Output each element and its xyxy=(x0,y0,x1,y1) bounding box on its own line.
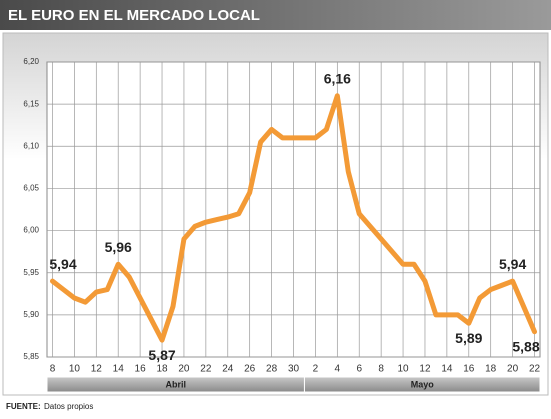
x-tick-label: 8 xyxy=(50,364,56,375)
x-tick-label: 12 xyxy=(419,364,431,375)
y-tick-label: 5,95 xyxy=(23,268,39,277)
x-tick-label: 30 xyxy=(288,364,300,375)
x-tick-label: 10 xyxy=(69,364,81,375)
month-label: Mayo xyxy=(411,379,435,389)
x-tick-label: 14 xyxy=(113,364,125,375)
x-tick-label: 12 xyxy=(91,364,103,375)
chart-title: EL EURO EN EL MERCADO LOCAL xyxy=(8,7,260,24)
value-label: 5,87 xyxy=(148,347,175,363)
x-tick-label: 4 xyxy=(335,364,341,375)
y-tick-label: 5,90 xyxy=(23,310,39,319)
x-tick-label: 20 xyxy=(178,364,190,375)
value-label: 5,94 xyxy=(499,256,526,272)
x-tick-label: 10 xyxy=(397,364,409,375)
source: Datos propios xyxy=(44,402,93,411)
value-label: 5,96 xyxy=(105,239,132,255)
x-tick-label: 28 xyxy=(266,364,278,375)
x-tick-label: 16 xyxy=(463,364,475,375)
x-tick-label: 14 xyxy=(441,364,453,375)
y-tick-label: 5,85 xyxy=(23,352,39,361)
x-tick-label: 8 xyxy=(378,364,384,375)
x-tick-label: 18 xyxy=(485,364,497,375)
line xyxy=(49,93,538,343)
x-tick-label: 24 xyxy=(222,364,234,375)
y-tick-label: 6,15 xyxy=(23,99,39,108)
value-label: 5,89 xyxy=(455,330,482,346)
title-bar xyxy=(0,0,551,30)
x-tick-label: 18 xyxy=(156,364,168,375)
month-bar xyxy=(303,376,541,393)
y-tick-label: 6,05 xyxy=(23,184,39,193)
x-tick-label: 26 xyxy=(244,364,256,375)
value-label: 5,94 xyxy=(49,256,76,272)
x-tick-label: 22 xyxy=(529,364,541,375)
x-tick-label: 22 xyxy=(200,364,212,375)
x-tick-label: 2 xyxy=(313,364,319,375)
y-tick-label: 6,20 xyxy=(23,57,39,66)
x-tick-label: 20 xyxy=(507,364,519,375)
y-tick-label: 6,00 xyxy=(23,226,39,235)
month-label: Abril xyxy=(165,379,186,389)
value-label: 5,88 xyxy=(512,338,539,354)
value-label: 6,16 xyxy=(324,70,351,86)
source-label: FUENTE: xyxy=(6,402,41,411)
x-tick-label: 6 xyxy=(356,364,362,375)
y-tick-label: 6,10 xyxy=(23,141,39,150)
x-tick-label: 16 xyxy=(135,364,147,375)
